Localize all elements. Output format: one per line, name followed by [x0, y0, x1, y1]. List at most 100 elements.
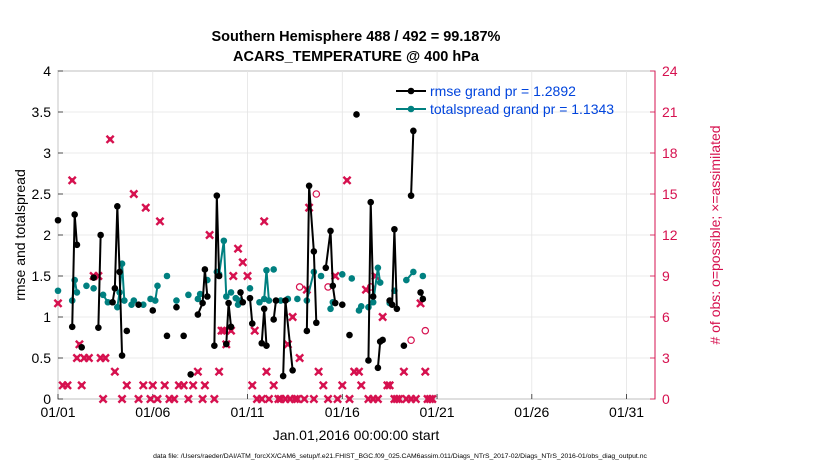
rmse-point [109, 298, 116, 306]
rmse-point [379, 336, 386, 344]
rmse-series [54, 111, 427, 380]
obs-assimilated-marker [292, 394, 302, 404]
obs-assimilated-dot [380, 314, 385, 320]
totalspread-point [263, 266, 270, 274]
totalspread-point [121, 297, 128, 304]
obs-assimilated-marker [169, 394, 179, 404]
y-tick-label-left: 3.5 [32, 104, 52, 120]
rmse-line [248, 298, 254, 324]
totalspread-point [118, 260, 126, 268]
obs-assimilated-marker [110, 367, 120, 377]
y-tick-label-right: 24 [662, 63, 678, 79]
obs-assimilated-marker [385, 380, 395, 390]
rmse-line [196, 269, 209, 315]
obs-assimilated-dot [321, 383, 326, 388]
totalspread-point [403, 276, 410, 284]
obs-assimilated-dot [259, 396, 264, 402]
obs-assimilated-dot [74, 355, 80, 361]
totalspread-point [374, 264, 382, 272]
rmse-point [374, 364, 382, 372]
totalspread-point [348, 275, 356, 282]
obs-assimilated-dot [86, 355, 92, 361]
totalspread-point [104, 298, 112, 306]
obs-assimilated-marker [214, 367, 224, 377]
rmse-point [248, 320, 256, 327]
obs-assimilated-marker [233, 244, 243, 254]
x-tick-label: 01/31 [609, 404, 644, 420]
obs-assimilated-dot [195, 369, 201, 374]
obs-assimilated-dot [375, 396, 381, 402]
y-ticks-left: 0 0.5 1 1.5 2 2.5 3 3.5 4 [32, 63, 63, 407]
totalspread-point [419, 272, 427, 280]
chart-title-line1: Southern Hemisphere 488 / 492 = 99.187% [212, 29, 501, 45]
obs-assimilated-dot [162, 383, 167, 388]
obs-assimilated-marker [373, 394, 383, 404]
y-tick-label-left: 2 [43, 227, 51, 243]
obs-assimilated-marker [155, 216, 165, 226]
totalspread-point [73, 289, 81, 296]
totalspread-point [227, 289, 235, 296]
rmse-point [289, 367, 296, 374]
legend-rmse-marker [407, 87, 415, 95]
totalspread-point [139, 301, 147, 309]
obs-assimilated-dot [60, 383, 65, 388]
totalspread-point [83, 282, 90, 290]
obs-assimilated-dot [283, 396, 288, 402]
rmse-point [78, 344, 85, 351]
obs-assimilated-dot [81, 355, 87, 361]
obs-assimilated-marker [257, 394, 267, 404]
obs-assimilated-dot [155, 396, 160, 402]
obs-assimilated-dot [266, 396, 272, 402]
obs-assimilated-dot [143, 205, 148, 210]
y-tick-label-right: 15 [662, 186, 678, 202]
totalspread-point [265, 297, 273, 304]
x-tick-label: 01/06 [135, 404, 170, 420]
totalspread-point [185, 291, 192, 299]
grid-lines [57, 70, 655, 400]
plot-area: 01/01 01/06 01/11 01/16 01/21 01/26 01/31 0 0.5… [32, 63, 678, 420]
totalspread-point [270, 266, 277, 273]
rmse-point [68, 323, 76, 331]
rmse-point [270, 316, 277, 323]
rmse-point [225, 299, 232, 307]
obs-assimilated-marker [299, 394, 309, 404]
totalspread-point [196, 290, 204, 298]
rmse-point [410, 127, 417, 135]
rmse-point [201, 266, 209, 273]
rmse-point [310, 248, 318, 255]
obs-assimilated-marker [238, 257, 248, 267]
y-tick-label-left: 1.5 [32, 268, 52, 284]
obs-assimilated-marker [243, 271, 252, 281]
rmse-point [123, 327, 131, 335]
obs-possible-marker [407, 336, 415, 345]
x-tick-label: 01/16 [325, 404, 360, 420]
obs-assimilated-marker [399, 367, 409, 377]
obs-assimilated-dot [100, 396, 106, 402]
obs-assimilated-dot [250, 383, 255, 388]
obs-assimilated-dot [157, 219, 163, 224]
obs-assimilated-dot [356, 369, 362, 374]
totalspread-point [220, 237, 228, 245]
rmse-point [329, 282, 337, 290]
obs-assimilated-marker [200, 380, 210, 390]
obs-assimilated-marker [67, 175, 77, 185]
rmse-point [95, 324, 102, 331]
x-axis-label: Jan.01,2016 00:00:00 start [273, 427, 440, 443]
obs-assimilated-dot [131, 191, 137, 197]
obs-assimilated-marker [205, 230, 215, 240]
rmse-point [227, 323, 235, 331]
rmse-point [237, 289, 244, 296]
obs-assimilated-dot [295, 396, 300, 402]
rmse-point [279, 372, 287, 380]
obs-assimilated-dot [136, 396, 141, 402]
obs-assimilated-dot [423, 369, 428, 374]
rmse-point [417, 289, 424, 296]
obs-assimilated-marker [427, 394, 437, 404]
legend-spread-marker [407, 105, 415, 113]
obs-assimilated-dot [235, 246, 241, 251]
obs-assimilated-marker [411, 394, 421, 404]
obs-assimilated-dot [207, 232, 212, 238]
y-tick-label-left: 0.5 [32, 350, 52, 366]
obs-assimilated-marker [394, 394, 404, 404]
